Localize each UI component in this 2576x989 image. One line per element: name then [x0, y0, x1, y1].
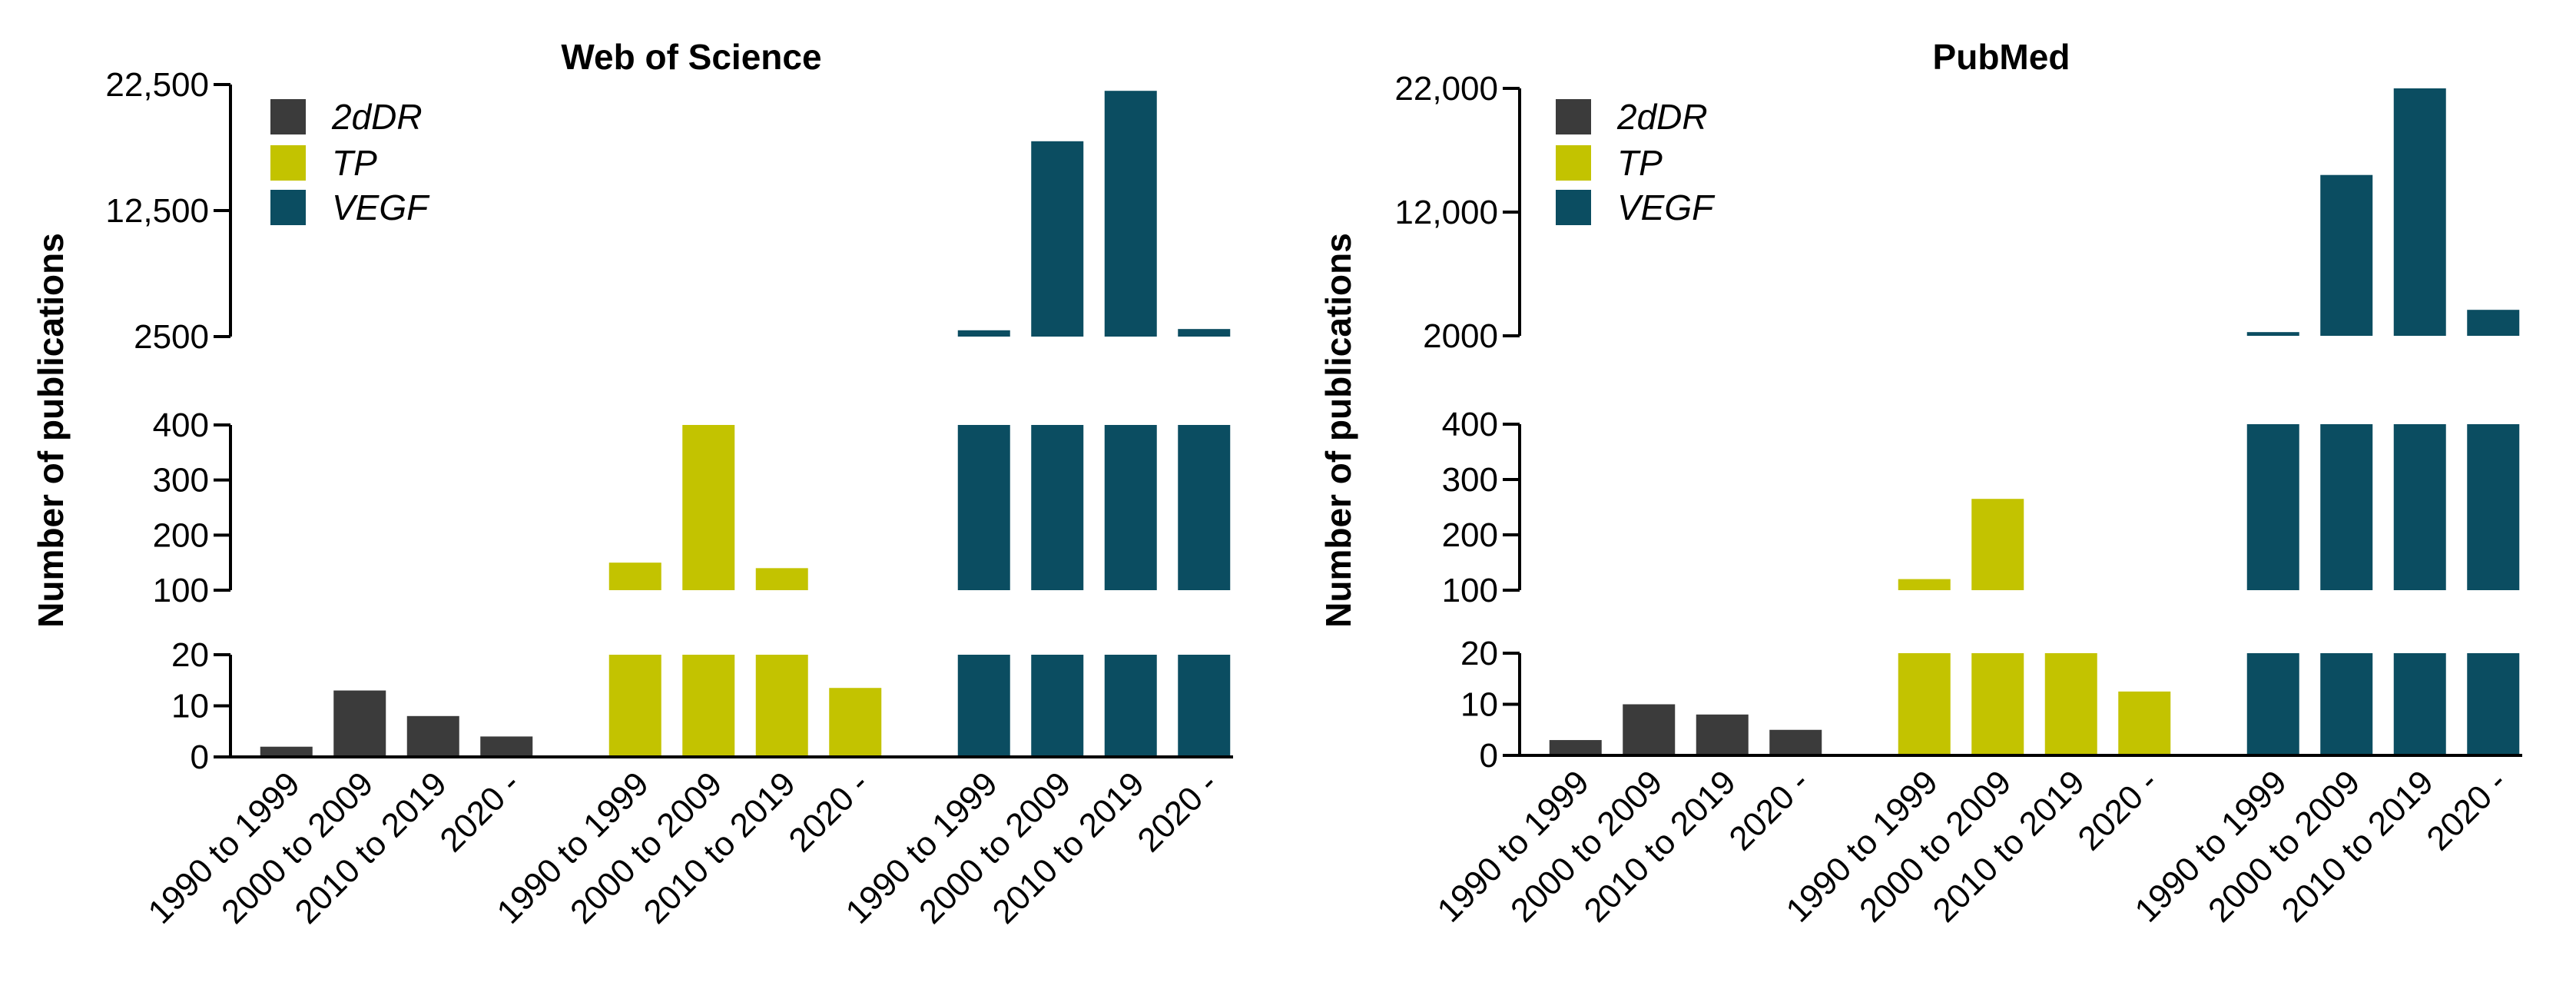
- legend-label-vegf: VEGF: [332, 188, 430, 227]
- bar-vegf-3-seg1: [2467, 424, 2520, 590]
- y-tick-label-1-3: 400: [1442, 406, 1498, 443]
- y-axis-label: Number of publications: [31, 233, 71, 628]
- bar-vegf-1-seg0: [2320, 653, 2373, 755]
- x-tick-label-tp-3: 2020 -: [2070, 763, 2165, 858]
- legend-label-tp: TP: [332, 143, 377, 183]
- x-tick-label-2ddr-3: 2020 -: [1722, 763, 1816, 858]
- chart-pubmed: PubMed Number of publications 0 10 20 100 200 3…: [1318, 37, 2522, 930]
- bar-vegf-0-seg0: [957, 655, 1010, 757]
- legend-label-tp: TP: [1617, 143, 1663, 183]
- y-tick-label-1-2: 300: [153, 462, 209, 499]
- bar-tp-2-seg0: [2044, 653, 2097, 755]
- bar-vegf-0-seg0: [2246, 653, 2299, 755]
- legend-swatch-2ddr: [1556, 99, 1591, 134]
- bar-vegf-3-seg1: [1178, 425, 1231, 590]
- y-tick-label-1-2: 300: [1442, 461, 1498, 499]
- legend-label-2ddr: 2dDR: [331, 97, 423, 137]
- bar-2ddr-0-seg0: [1549, 740, 1602, 755]
- bar-vegf-2-seg1: [1104, 425, 1157, 590]
- bar-tp-3-seg0: [2118, 691, 2171, 755]
- y-tick-label-0-1: 10: [171, 688, 209, 725]
- bar-2ddr-3-seg0: [1769, 729, 1822, 755]
- bar-vegf-1-seg1: [1031, 425, 1084, 590]
- bar-vegf-3-seg0: [2467, 653, 2520, 755]
- y-tick-label-1-0: 100: [1442, 572, 1498, 609]
- x-tick-label-tp-3: 2020 -: [781, 765, 876, 859]
- bar-tp-2-seg0: [755, 655, 808, 757]
- y-tick-label-2-2: 22,500: [105, 66, 209, 104]
- y-tick-label-2-1: 12,500: [105, 192, 209, 230]
- bar-2ddr-0-seg0: [260, 746, 313, 757]
- bar-tp-0-seg1: [608, 563, 661, 590]
- bar-vegf-0-seg2: [2246, 332, 2299, 336]
- y-tick-label-0-1: 10: [1460, 686, 1498, 724]
- x-tick-label-vegf-3: 2020 -: [2419, 763, 2514, 858]
- bar-tp-0-seg1: [1898, 579, 1951, 590]
- y-tick-label-2-2: 22,000: [1394, 70, 1498, 108]
- y-tick-label-2-0: 2000: [1423, 317, 1498, 355]
- y-tick-label-1-3: 400: [153, 407, 209, 444]
- bar-vegf-3-seg2: [1178, 329, 1231, 337]
- bar-2ddr-3-seg0: [480, 736, 533, 757]
- legend-label-2ddr: 2dDR: [1616, 97, 1708, 137]
- bar-2ddr-1-seg0: [333, 690, 386, 757]
- bar-tp-0-seg0: [1898, 653, 1951, 755]
- bar-vegf-2-seg1: [2393, 424, 2446, 590]
- bar-tp-1-seg0: [1971, 653, 2024, 755]
- bar-vegf-1-seg2: [2320, 174, 2373, 336]
- bar-vegf-2-seg2: [2393, 88, 2446, 336]
- y-tick-label-0-2: 20: [1460, 635, 1498, 672]
- legend-swatch-tp: [1556, 145, 1591, 181]
- y-tick-label-0-0: 0: [191, 738, 209, 776]
- bar-vegf-3-seg0: [1178, 655, 1231, 757]
- y-tick-label-2-0: 2500: [134, 318, 209, 356]
- bar-vegf-1-seg1: [2320, 424, 2373, 590]
- bar-tp-2-seg1: [755, 568, 808, 590]
- bar-vegf-2-seg0: [1104, 655, 1157, 757]
- legend-swatch-vegf: [1556, 190, 1591, 225]
- legend-label-vegf: VEGF: [1617, 188, 1716, 227]
- y-tick-label-1-1: 200: [1442, 516, 1498, 554]
- y-tick-label-0-0: 0: [1480, 737, 1498, 775]
- chart-web-of-science: Web of Science Number of publications 0 10 2…: [31, 37, 1233, 931]
- y-axis-label: Number of publications: [1318, 233, 1358, 628]
- bar-tp-1-seg1: [682, 425, 735, 590]
- legend-swatch-2ddr: [270, 99, 306, 134]
- x-tick-label-vegf-3: 2020 -: [1130, 765, 1225, 859]
- bar-vegf-2-seg2: [1104, 91, 1157, 337]
- legend-swatch-vegf: [270, 190, 306, 225]
- bar-vegf-3-seg2: [2467, 310, 2520, 336]
- legend-swatch-tp: [270, 145, 306, 181]
- bar-vegf-1-seg0: [1031, 655, 1084, 757]
- bar-tp-3-seg0: [829, 688, 882, 757]
- bar-2ddr-2-seg0: [1696, 714, 1749, 755]
- x-tick-label-2ddr-3: 2020 -: [433, 765, 527, 859]
- y-tick-label-1-1: 200: [153, 516, 209, 554]
- bar-2ddr-1-seg0: [1623, 704, 1676, 755]
- bar-tp-0-seg0: [608, 655, 661, 757]
- bar-vegf-0-seg1: [2246, 424, 2299, 590]
- bar-vegf-0-seg2: [957, 330, 1010, 337]
- y-tick-label-2-1: 12,000: [1394, 194, 1498, 231]
- y-tick-label-0-2: 20: [171, 636, 209, 674]
- chart-title: Web of Science: [561, 37, 821, 77]
- y-tick-label-1-0: 100: [153, 572, 209, 609]
- bar-vegf-1-seg2: [1031, 141, 1084, 337]
- bar-vegf-0-seg1: [957, 425, 1010, 590]
- bar-tp-1-seg1: [1971, 499, 2024, 590]
- bar-2ddr-2-seg0: [406, 715, 459, 757]
- chart-title: PubMed: [1933, 37, 2070, 77]
- bar-tp-1-seg0: [682, 655, 735, 757]
- bar-vegf-2-seg0: [2393, 653, 2446, 755]
